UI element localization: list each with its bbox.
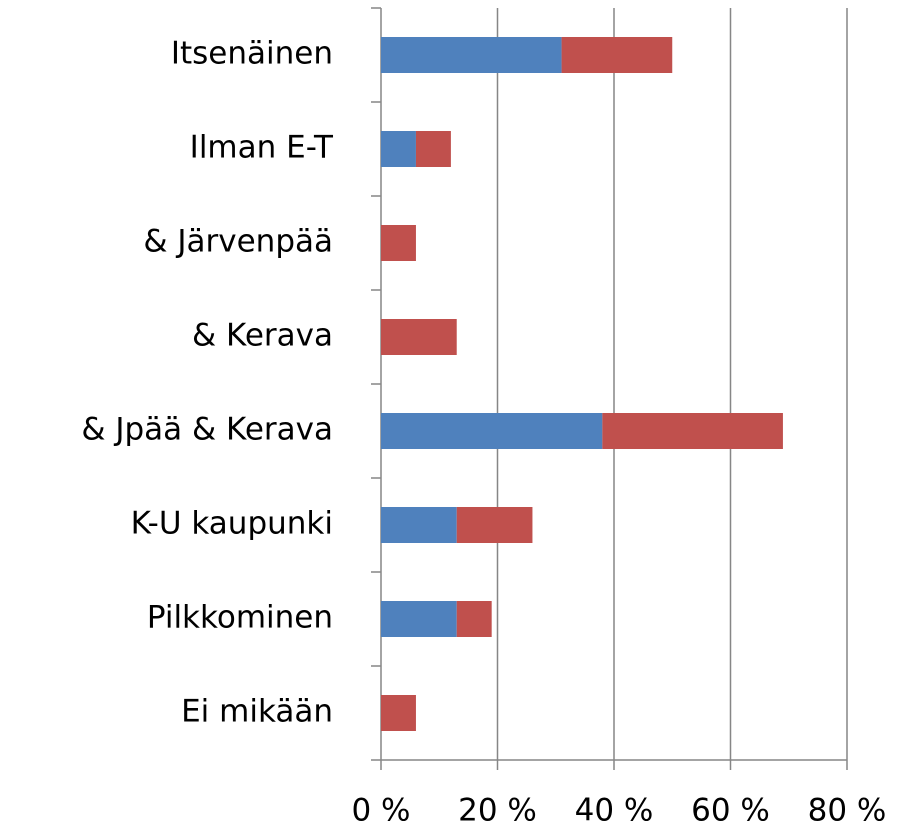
y-tick-label: Ei mikään — [181, 694, 333, 730]
x-tick-label: 80 % — [808, 793, 887, 829]
y-tick-label: Ilman E-T — [190, 130, 334, 166]
y-tick-label: Itsenäinen — [171, 36, 333, 72]
bar-segment — [381, 37, 562, 73]
x-tick-label: 60 % — [691, 793, 770, 829]
bar-segment — [456, 507, 533, 543]
y-tick-label: Pilkkominen — [147, 600, 333, 636]
y-tick-label: & Järvenpää — [143, 224, 333, 260]
x-tick-label: 40 % — [575, 793, 654, 829]
bar-segment — [381, 695, 416, 731]
bar-segment — [381, 507, 457, 543]
bar-segment — [561, 37, 673, 73]
bar-segment — [456, 601, 492, 637]
bar-segment — [381, 413, 603, 449]
bar-segment — [602, 413, 783, 449]
bar-segment — [381, 131, 416, 167]
y-tick-label: & Jpää & Kerava — [81, 412, 333, 448]
y-tick-label: & Kerava — [192, 318, 333, 354]
bar-segment — [381, 319, 457, 355]
bar-segment — [381, 225, 416, 261]
x-tick-label: 0 % — [351, 793, 410, 829]
y-tick-label: K-U kaupunki — [131, 506, 333, 542]
x-tick-label: 20 % — [458, 793, 537, 829]
bar-segment — [381, 601, 457, 637]
bar-segment — [415, 131, 451, 167]
